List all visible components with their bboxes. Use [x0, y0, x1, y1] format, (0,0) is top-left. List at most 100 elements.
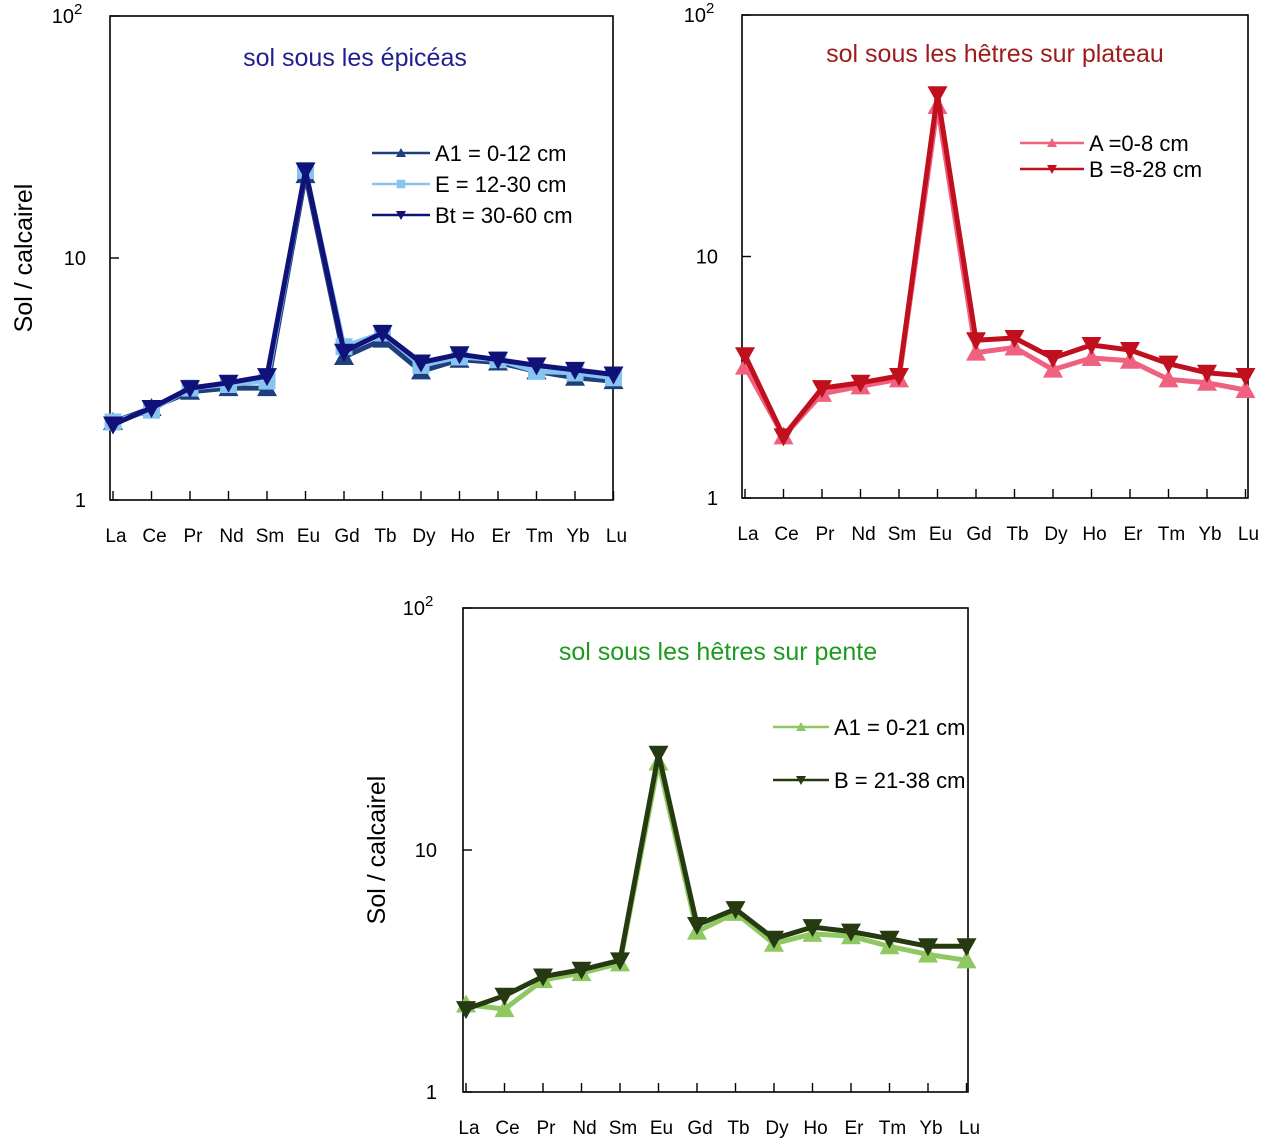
data-point	[449, 346, 470, 365]
series-1	[735, 86, 1256, 447]
series-line	[742, 103, 1246, 439]
data-point	[1043, 359, 1063, 378]
data-point	[966, 332, 986, 351]
chart-title: sol sous les hêtres sur pente	[559, 638, 877, 666]
x-tick-label: Yb	[1198, 524, 1221, 545]
x-tick-label: Ce	[774, 524, 798, 545]
y-tick-label: 1	[707, 488, 718, 510]
series-line	[465, 751, 967, 1012]
data-point	[610, 952, 630, 971]
x-tick-label: Gd	[966, 524, 991, 545]
x-tick-label: Ho	[450, 526, 474, 547]
x-tick-label: Gd	[687, 1118, 712, 1139]
legend-entry: Bt = 30-60 cm	[372, 203, 573, 228]
data-point	[533, 968, 553, 987]
y-tick-label: 10	[403, 598, 425, 620]
data-point	[956, 938, 977, 957]
data-point	[218, 374, 239, 393]
x-tick-label: Pr	[184, 526, 204, 547]
legend-marker	[396, 211, 406, 220]
x-tick-label: Nd	[572, 1118, 596, 1139]
x-tick-label: La	[105, 526, 127, 547]
x-tick-label: Tb	[727, 1118, 749, 1139]
legend-entry: A1 = 0-21 cm	[773, 715, 965, 740]
x-tick-label: La	[737, 524, 759, 545]
legend-label: E = 12-30 cm	[435, 172, 566, 197]
x-tick-label: Eu	[929, 524, 952, 545]
x-tick-label: Ce	[142, 526, 166, 547]
y-tick-label: 1	[426, 1082, 437, 1104]
data-point	[411, 354, 431, 373]
series-2	[103, 162, 624, 435]
legend-marker	[796, 722, 806, 731]
data-point	[956, 950, 977, 969]
data-point	[1235, 380, 1256, 399]
data-point	[571, 961, 592, 980]
plot-area-frame	[462, 607, 969, 1093]
x-tick-label: Dy	[765, 1118, 789, 1139]
y-axis-label: Sol / calcairel	[363, 776, 391, 925]
data-point	[687, 916, 707, 935]
data-point	[1120, 342, 1140, 361]
data-point	[889, 368, 909, 387]
x-tick-label: Pr	[537, 1118, 557, 1139]
x-tick-label: Gd	[334, 526, 359, 547]
data-point	[966, 342, 986, 361]
y-tick-label: 1	[75, 490, 86, 512]
x-tick-label: Ce	[495, 1118, 519, 1139]
series-line	[112, 167, 614, 427]
legend-label: A1 = 0-21 cm	[834, 715, 965, 740]
x-tick-label: Nd	[851, 524, 875, 545]
x-tick-label: Yb	[566, 526, 589, 547]
x-tick-label: Tb	[374, 526, 396, 547]
data-point	[180, 380, 200, 399]
legend-marker	[396, 179, 406, 189]
legend-label: A1 = 0-12 cm	[435, 141, 566, 166]
y-tick-label: 10	[64, 248, 86, 270]
data-point	[103, 416, 123, 435]
data-point	[648, 745, 669, 764]
legend-marker	[1047, 165, 1057, 174]
x-tick-label: Nd	[219, 526, 243, 547]
plot-area-frame	[741, 14, 1249, 499]
data-point	[456, 1001, 476, 1020]
y-tick-label: 10	[52, 6, 74, 28]
chart-title: sol sous les hêtres sur plateau	[826, 40, 1164, 68]
x-tick-label: Er	[492, 526, 512, 547]
data-point	[1081, 347, 1102, 366]
chart-title: sol sous les épicéas	[243, 44, 467, 72]
x-tick-label: Sm	[888, 524, 917, 545]
data-point	[1081, 337, 1102, 356]
data-point	[141, 399, 162, 418]
x-tick-label: Dy	[412, 526, 436, 547]
data-point	[1043, 349, 1063, 368]
data-point	[488, 351, 508, 370]
y-tick-label: 10	[415, 840, 437, 862]
legend-marker	[1047, 138, 1057, 147]
legend-entry: B =8-28 cm	[1020, 157, 1202, 182]
data-point	[812, 380, 832, 399]
x-tick-label: Eu	[650, 1118, 673, 1139]
y-axis-label: Sol / calcairel	[10, 184, 38, 333]
data-point	[802, 919, 823, 938]
data-point	[494, 999, 515, 1018]
plot-area-frame	[109, 15, 614, 501]
data-point	[603, 366, 624, 385]
data-point	[494, 987, 515, 1006]
data-point	[850, 374, 871, 393]
y-tick-label: 10	[684, 5, 706, 27]
x-tick-label: Sm	[256, 526, 285, 547]
x-tick-label: Eu	[297, 526, 320, 547]
legend-entry: B = 21-38 cm	[773, 768, 965, 793]
x-tick-label: Tm	[1158, 524, 1185, 545]
x-tick-label: Pr	[816, 524, 836, 545]
data-point	[735, 347, 755, 366]
legend-label: B = 21-38 cm	[834, 768, 965, 793]
x-tick-label: Dy	[1044, 524, 1068, 545]
y-tick-label-exponent: 2	[706, 0, 714, 17]
x-tick-label: Tm	[526, 526, 553, 547]
y-tick-label-exponent: 2	[425, 593, 433, 610]
